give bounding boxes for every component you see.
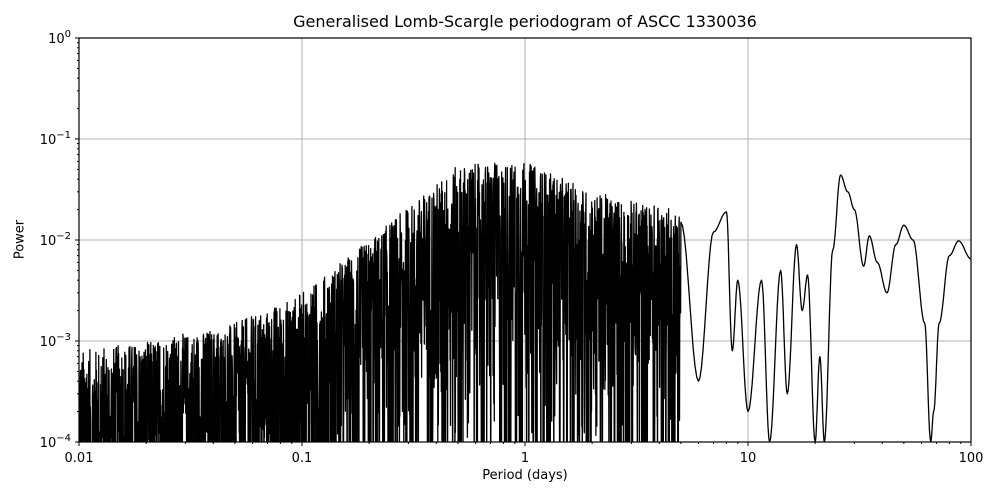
svg-text:100: 100 — [959, 451, 984, 466]
y-axis-label: Power — [12, 219, 28, 260]
svg-text:0.01: 0.01 — [65, 451, 94, 466]
svg-text:10−1: 10−1 — [40, 130, 71, 148]
x-axis-label: Period (days) — [482, 468, 568, 483]
svg-text:1: 1 — [521, 451, 529, 466]
svg-text:100: 100 — [48, 29, 71, 47]
periodogram-line — [79, 162, 971, 442]
chart-title: Generalised Lomb-Scargle periodogram of … — [293, 12, 757, 31]
svg-text:10−3: 10−3 — [40, 332, 71, 350]
svg-text:10: 10 — [740, 451, 757, 466]
svg-text:10−2: 10−2 — [40, 231, 71, 249]
svg-text:0.1: 0.1 — [292, 451, 313, 466]
svg-text:10−4: 10−4 — [40, 433, 71, 451]
axis-ticks: 0.01 0.1 1 10 100 10−4 10−3 10−2 10−1 100 — [40, 29, 984, 466]
